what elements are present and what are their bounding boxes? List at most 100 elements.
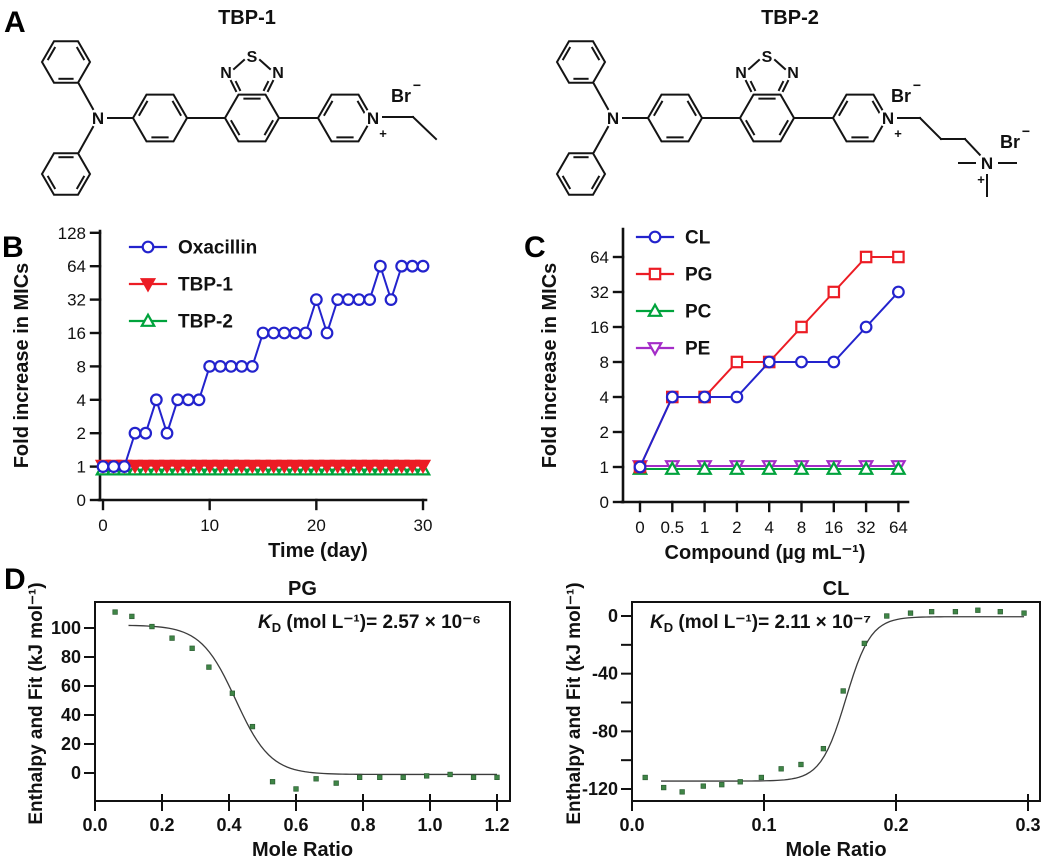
atom-s: S: [247, 49, 258, 66]
y-tick-label: 2: [77, 424, 86, 443]
data-point: [377, 774, 383, 780]
circle-marker: [171, 393, 185, 407]
x-tick-label: 0: [635, 518, 644, 537]
triangle-down-marker: [361, 459, 378, 475]
y-tick-label: 16: [590, 318, 609, 337]
data-point: [928, 609, 935, 615]
triangle-down-marker: [265, 459, 282, 475]
data-point: [249, 723, 256, 730]
y-tick-label: 32: [590, 283, 609, 302]
triangle-down-marker: [158, 459, 176, 475]
y-tick-label: 4: [600, 388, 609, 407]
triangle-up-marker: [139, 312, 157, 327]
y-tick-label: 2: [600, 423, 609, 442]
triangle-down-marker: [646, 342, 664, 357]
x-tick-label: 1: [700, 518, 709, 537]
atom-n-pyridinium: N: [367, 109, 379, 128]
y-tick-label: 32: [67, 291, 86, 310]
data-point: [229, 690, 236, 696]
data-point: [470, 774, 477, 780]
data-point: [758, 774, 765, 781]
legend-label: TBP-1: [178, 275, 233, 296]
atom-s: S: [762, 49, 773, 66]
y-tick-label: 0: [600, 493, 609, 512]
legend-label: PC: [685, 302, 712, 323]
panel-label-d: D: [4, 563, 26, 596]
kd-annotation: KD (mol L⁻¹)= 2.57 × 10⁻⁶: [258, 612, 481, 635]
y-tick-label: 60: [61, 676, 81, 696]
data-point: [400, 774, 406, 780]
y-tick-label: 64: [67, 257, 86, 276]
charge-minus: −: [913, 77, 921, 93]
chart-panel-D-PG: 100 80 60 40 20 0 0.0 0.2 0.4 0.6 0.8 1.0 1.2 Mole Ra…: [26, 578, 511, 861]
fit-line: [661, 616, 1025, 782]
square-marker: [827, 285, 841, 299]
structure-tbp-1: TBP-1SN NN N+Br−: [40, 7, 438, 196]
circle-marker: [352, 293, 366, 307]
y-tick-label: 80: [61, 647, 81, 667]
x-tick-label: 1.0: [417, 815, 442, 835]
y-tick-label: -120: [582, 779, 618, 799]
circle-marker: [859, 320, 873, 334]
circle-marker: [762, 355, 776, 369]
y-tick-label: 64: [590, 248, 609, 267]
data-point: [129, 613, 135, 620]
charge-plus: +: [379, 126, 387, 141]
charge-plus: +: [894, 126, 902, 141]
legend-item-TBP-1: TBP-1: [128, 275, 233, 296]
series-CL: [633, 285, 905, 474]
scatter-points: [642, 607, 1027, 795]
y-axis-title: Fold increase in MICs: [539, 263, 561, 469]
x-tick-label: 0.4: [216, 815, 241, 835]
circle-marker: [235, 360, 249, 373]
data-point: [840, 688, 846, 694]
plot-frame: [631, 601, 1041, 802]
series-TBP-1: [94, 459, 432, 475]
circle-marker: [192, 393, 206, 407]
square-marker: [859, 250, 873, 264]
data-point: [907, 610, 914, 616]
circle-marker: [245, 360, 259, 373]
panel-label-a: A: [4, 6, 26, 39]
data-point: [661, 784, 667, 791]
triangle-down-marker: [126, 459, 144, 475]
x-tick-label: 1.2: [484, 815, 509, 835]
triangle-down-marker: [393, 459, 410, 475]
circle-marker: [141, 240, 155, 254]
x-tick-label: 0.6: [283, 815, 308, 835]
triangle-down-marker: [404, 459, 421, 475]
triangle-down-marker: [180, 459, 197, 475]
y-tick-label: 8: [600, 353, 609, 372]
x-tick-label: 0.0: [82, 815, 107, 835]
x-tick-label: 0.0: [619, 815, 644, 835]
x-tick-label: 0.2: [149, 815, 174, 835]
charge-plus: +: [977, 172, 985, 187]
y-tick-label: 1: [77, 458, 86, 477]
y-tick-label: 0: [608, 606, 618, 626]
atom-n: N: [220, 65, 232, 82]
triangle-down-marker: [139, 278, 157, 293]
circle-marker: [160, 426, 174, 440]
data-point: [861, 640, 867, 647]
circle-marker: [795, 355, 808, 369]
x-tick-label: 16: [824, 518, 843, 537]
y-tick-label: 20: [61, 734, 81, 754]
triangle-down-marker: [212, 459, 229, 475]
data-point: [112, 609, 118, 615]
triangle-down-marker: [382, 459, 400, 475]
counterion-br: Br: [891, 86, 911, 106]
triangle-down-marker: [148, 459, 165, 475]
data-point: [975, 607, 981, 613]
triangle-down-marker: [340, 459, 357, 475]
data-point: [189, 645, 195, 651]
circle-marker: [203, 360, 217, 373]
data-point: [719, 782, 725, 788]
data-point: [778, 766, 784, 772]
triangle-up-marker: [793, 460, 810, 475]
circle-marker: [267, 326, 281, 340]
y-tick-label: 128: [58, 224, 86, 243]
atom-n-pyridinium: N: [882, 109, 894, 128]
circle-marker: [181, 393, 195, 407]
y-tick-label: 4: [77, 391, 86, 410]
